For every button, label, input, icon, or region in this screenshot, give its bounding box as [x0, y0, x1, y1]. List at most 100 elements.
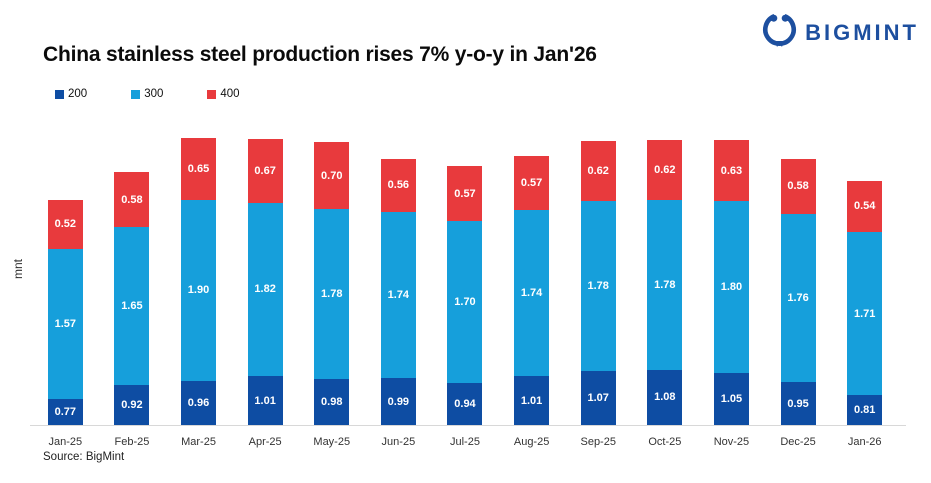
bar-value-label: 1.65 [121, 300, 143, 313]
x-axis-tick-label: Sep-25 [580, 436, 616, 448]
bar-column-Aug-25: 0.57 1.74 1.01 Aug-25 [498, 129, 565, 448]
legend-item-300: 300 [131, 88, 163, 100]
bar-value-label: 0.98 [321, 396, 343, 409]
bar-value-label: 0.62 [654, 164, 676, 177]
bar-segment-200: 0.95 [780, 382, 816, 425]
bar-value-label: 1.74 [387, 289, 410, 302]
legend-item-200: 200 [55, 88, 87, 100]
bar-column-Dec-25: 0.58 1.76 0.95 Dec-25 [765, 129, 832, 448]
bar-value-label: 0.63 [720, 164, 743, 177]
bar-value-label: 0.58 [787, 180, 809, 193]
legend-swatch-400 [207, 89, 217, 99]
legend-label-400: 400 [220, 88, 240, 100]
bar-segment-400: 0.54 [847, 180, 883, 233]
chart-legend: 200 300 400 [55, 88, 240, 100]
chart-title: China stainless steel production rises 7… [43, 43, 597, 66]
legend-label-200: 200 [68, 88, 88, 100]
bar-segment-200: 0.96 [181, 381, 217, 425]
bar-segment-400: 0.62 [580, 141, 616, 201]
bar-value-label: 0.67 [254, 164, 276, 177]
bar-value-label: 1.01 [254, 394, 276, 407]
x-axis-tick-label: Jan-26 [847, 436, 882, 448]
x-axis-tick-label: Feb-25 [114, 436, 150, 448]
bar-stack: 0.58 1.65 0.92 [114, 172, 150, 425]
bar-stack: 0.58 1.76 0.95 [780, 158, 816, 425]
legend-label-300: 300 [144, 88, 164, 100]
bar-stack: 0.65 1.90 0.96 [181, 137, 217, 425]
bar-value-label: 0.56 [387, 179, 410, 192]
bigmint-logo: BIGMINT [761, 10, 919, 55]
bar-value-label: 1.78 [587, 279, 609, 292]
bar-column-Nov-25: 0.63 1.80 1.05 Nov-25 [698, 129, 765, 448]
bar-value-label: 0.58 [121, 193, 143, 206]
x-axis-tick-label: Nov-25 [713, 436, 750, 448]
bar-value-label: 0.92 [121, 398, 143, 411]
bar-column-Feb-25: 0.58 1.65 0.92 Feb-25 [99, 129, 166, 448]
bar-value-label: 1.80 [720, 280, 743, 293]
bigmint-logo-text: BIGMINT [805, 19, 919, 45]
bar-value-label: 1.82 [254, 283, 276, 296]
bar-value-label: 1.05 [720, 392, 743, 405]
bar-stack: 0.62 1.78 1.07 [580, 141, 616, 425]
bar-value-label: 0.99 [387, 395, 410, 408]
x-axis-tick-label: May-25 [313, 436, 351, 448]
legend-swatch-200 [55, 89, 64, 99]
bar-value-label: 1.78 [654, 278, 676, 291]
bar-value-label: 1.01 [520, 394, 543, 407]
bar-column-May-25: 0.70 1.78 0.98 May-25 [298, 129, 365, 448]
bar-segment-300: 1.71 [847, 232, 883, 396]
bar-value-label: 1.90 [187, 284, 210, 297]
bar-stack: 0.67 1.82 1.01 [247, 138, 283, 425]
bar-segment-300: 1.80 [713, 200, 749, 373]
bar-stack: 0.57 1.74 1.01 [514, 155, 550, 425]
bar-segment-200: 0.98 [314, 379, 350, 425]
bar-value-label: 1.70 [454, 295, 476, 308]
x-axis-tick-label: Oct-25 [648, 436, 682, 448]
bar-value-label: 1.74 [520, 287, 543, 300]
bar-segment-400: 0.58 [780, 158, 816, 214]
bar-value-label: 0.94 [454, 398, 476, 410]
y-axis-label: mnt [11, 259, 25, 280]
bar-segment-200: 0.99 [380, 378, 416, 425]
bar-value-label: 0.65 [187, 162, 210, 175]
bar-value-label: 0.77 [54, 406, 76, 419]
bar-stack: 0.52 1.57 0.77 [47, 199, 83, 425]
bar-segment-400: 0.63 [713, 140, 749, 201]
bar-segment-200: 0.94 [447, 383, 483, 425]
bar-stack: 0.62 1.78 1.08 [647, 140, 683, 425]
source-note: Source: BigMint [43, 451, 125, 463]
bar-segment-300: 1.78 [580, 200, 616, 371]
bar-segment-300: 1.74 [514, 210, 550, 377]
bar-value-label: 0.57 [454, 187, 476, 200]
bar-stack: 0.57 1.70 0.94 [447, 166, 483, 425]
bar-value-label: 0.70 [321, 169, 343, 182]
bar-segment-300: 1.78 [647, 199, 683, 370]
bar-value-label: 0.52 [54, 218, 76, 231]
x-axis-tick-label: Dec-25 [780, 436, 816, 448]
bar-segment-300: 1.78 [314, 209, 350, 380]
bigmint-logo-icon [761, 10, 798, 55]
x-axis-tick-label: Mar-25 [181, 436, 216, 448]
bar-segment-400: 0.70 [314, 142, 350, 210]
bar-segment-400: 0.58 [114, 172, 150, 228]
bar-segment-300: 1.65 [114, 227, 150, 385]
bar-value-label: 1.08 [654, 391, 676, 404]
x-axis-tick-label: Jul-25 [450, 436, 480, 448]
bar-value-label: 0.62 [587, 165, 609, 178]
bar-segment-200: 0.77 [47, 399, 83, 425]
bar-segment-200: 0.92 [114, 384, 150, 425]
x-axis-tick-label: Jun-25 [381, 436, 416, 448]
bar-value-label: 1.76 [787, 291, 809, 304]
bar-segment-200: 1.05 [713, 372, 749, 425]
bar-segment-400: 0.52 [47, 199, 83, 250]
bar-value-label: 0.57 [520, 177, 543, 190]
x-axis-tick-label: Aug-25 [513, 436, 550, 448]
bar-segment-300: 1.57 [47, 249, 83, 400]
bar-stack: 0.54 1.71 0.81 [847, 180, 883, 425]
bar-segment-200: 0.81 [847, 395, 883, 425]
bar-column-Oct-25: 0.62 1.78 1.08 Oct-25 [632, 129, 699, 448]
bar-column-Sep-25: 0.62 1.78 1.07 Sep-25 [565, 129, 632, 448]
bar-column-Mar-25: 0.65 1.90 0.96 Mar-25 [165, 129, 232, 448]
bar-segment-400: 0.57 [514, 155, 550, 211]
